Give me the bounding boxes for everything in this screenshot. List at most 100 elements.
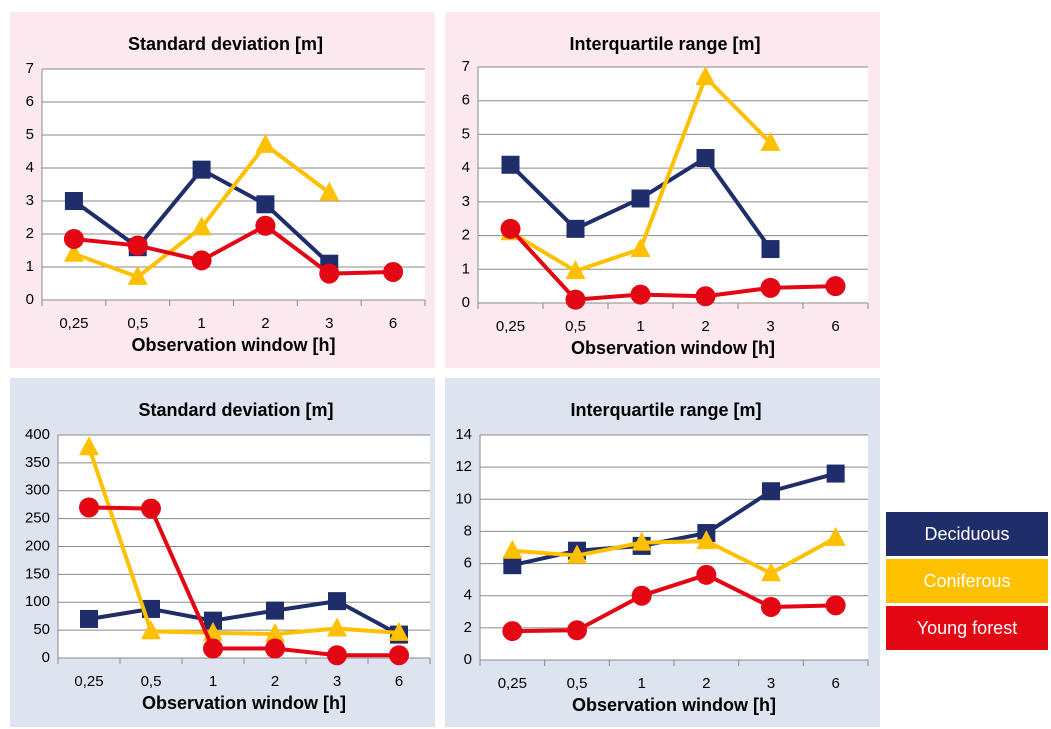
- plot-area: [480, 435, 868, 660]
- marker: [203, 638, 223, 659]
- marker: [141, 620, 161, 640]
- marker: [565, 259, 586, 279]
- x-tick-label: 0,25: [496, 318, 525, 335]
- x-axis-label: Observation window [h]: [571, 338, 775, 358]
- y-tick-label: 0: [26, 291, 34, 308]
- marker: [327, 645, 347, 666]
- y-tick-label: 8: [464, 522, 472, 539]
- x-tick-label: 0,25: [498, 675, 527, 692]
- x-axis-label: Observation window [h]: [142, 693, 346, 713]
- series-line: [88, 599, 400, 637]
- x-tick-label: 2: [261, 315, 269, 332]
- marker: [79, 497, 99, 518]
- x-tick-label: 0,25: [59, 315, 88, 332]
- y-tick-label: 2: [462, 227, 470, 244]
- marker: [265, 638, 285, 659]
- x-tick-label: 0,25: [74, 673, 103, 690]
- y-tick-label: 150: [25, 565, 50, 582]
- marker: [630, 238, 651, 258]
- marker: [696, 149, 715, 168]
- marker: [389, 645, 409, 666]
- marker: [319, 181, 340, 201]
- marker: [760, 131, 781, 151]
- marker: [192, 160, 211, 179]
- marker: [761, 596, 781, 617]
- y-tick-label: 5: [462, 125, 470, 142]
- marker: [319, 263, 340, 284]
- marker: [255, 215, 276, 236]
- y-tick-label: 0: [462, 294, 470, 311]
- marker: [204, 611, 222, 630]
- marker: [696, 564, 717, 585]
- chart-title: Interquartile range [m]: [569, 34, 760, 54]
- y-tick-label: 0: [42, 649, 50, 666]
- marker: [127, 235, 148, 256]
- series-line: [73, 223, 394, 276]
- y-tick-label: 12: [455, 458, 472, 475]
- y-tick-label: 400: [25, 426, 50, 443]
- marker: [327, 617, 347, 637]
- y-tick-label: 7: [462, 58, 470, 75]
- x-tick-label: 1: [209, 673, 217, 690]
- y-tick-label: 14: [455, 426, 472, 443]
- marker: [191, 216, 212, 236]
- marker: [383, 261, 404, 282]
- marker: [256, 195, 275, 214]
- x-axis-label: Observation window [h]: [572, 695, 776, 715]
- x-tick-label: 0,5: [565, 318, 586, 335]
- marker: [79, 436, 99, 456]
- x-tick-label: 3: [766, 318, 774, 335]
- x-axis-label: Observation window [h]: [131, 335, 335, 355]
- marker: [695, 66, 716, 86]
- marker: [631, 189, 650, 208]
- marker: [825, 526, 846, 546]
- y-tick-label: 6: [462, 92, 470, 109]
- x-tick-label: 6: [395, 673, 403, 690]
- x-tick-label: 2: [702, 675, 710, 692]
- x-tick-label: 6: [831, 318, 839, 335]
- x-tick-label: 0,5: [127, 315, 148, 332]
- y-tick-label: 350: [25, 454, 50, 471]
- y-tick-label: 1: [462, 260, 470, 277]
- x-tick-label: 3: [333, 673, 341, 690]
- x-tick-label: 1: [636, 318, 644, 335]
- marker: [501, 155, 520, 174]
- marker: [63, 242, 84, 262]
- marker: [567, 544, 587, 564]
- marker: [696, 530, 717, 550]
- chart-title: Standard deviation [m]: [138, 400, 333, 420]
- marker: [191, 250, 212, 271]
- x-tick-label: 0,5: [567, 675, 588, 692]
- x-tick-label: 2: [271, 673, 279, 690]
- chart-title: Interquartile range [m]: [570, 400, 761, 420]
- marker: [255, 133, 276, 153]
- y-tick-label: 2: [464, 619, 472, 636]
- marker: [631, 585, 652, 606]
- y-tick-label: 6: [26, 93, 34, 110]
- series-line: [88, 505, 399, 658]
- series-line: [512, 572, 836, 634]
- x-tick-label: 1: [637, 675, 645, 692]
- x-tick-label: 1: [197, 315, 205, 332]
- marker: [64, 192, 83, 210]
- y-tick-label: 2: [26, 225, 34, 242]
- marker: [825, 276, 846, 297]
- marker: [500, 218, 521, 239]
- legend-entry: Young forest: [886, 606, 1048, 650]
- marker: [760, 277, 781, 298]
- y-tick-label: 6: [464, 555, 472, 572]
- y-tick-label: 100: [25, 593, 50, 610]
- marker: [825, 595, 846, 616]
- marker: [565, 289, 586, 310]
- y-tick-label: 3: [26, 192, 34, 209]
- y-tick-label: 4: [26, 159, 34, 176]
- marker: [762, 482, 780, 501]
- legend-entry: Coniferous: [886, 559, 1048, 603]
- y-tick-label: 0: [464, 651, 472, 668]
- y-tick-label: 7: [26, 60, 34, 77]
- y-tick-label: 5: [26, 126, 34, 143]
- x-tick-label: 2: [701, 318, 709, 335]
- marker: [80, 609, 98, 628]
